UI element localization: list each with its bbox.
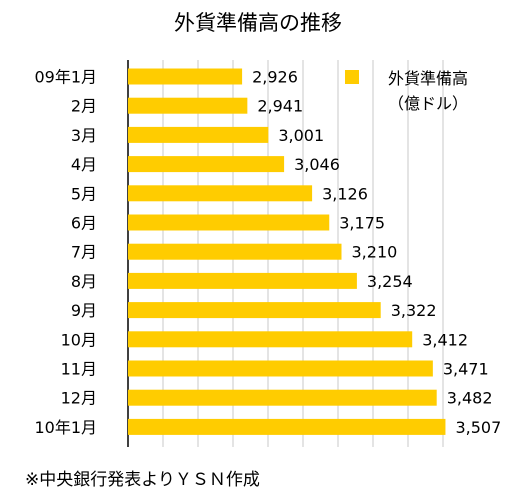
bar	[128, 272, 357, 289]
footnote: ※中央銀行発表よりＹＳＮ作成	[25, 470, 260, 490]
value-label: 3,046	[294, 155, 340, 174]
bar	[128, 97, 248, 114]
legend-unit: （億ドル）	[388, 94, 468, 113]
category-label: 10年1月	[34, 418, 97, 437]
bar	[128, 302, 381, 319]
category-labels: 09年1月 2月 3月 4月 5月 6月 7月 8月 9月 10月 11月 12月 10年1月	[34, 68, 97, 437]
category-label: 3月	[71, 126, 97, 145]
value-label: 3,322	[391, 301, 437, 320]
legend-swatch	[345, 70, 359, 84]
category-label: 5月	[71, 184, 97, 203]
value-label: 3,210	[352, 243, 398, 262]
bar	[128, 185, 313, 202]
bar	[128, 68, 243, 85]
legend-label: 外貨準備高	[388, 69, 468, 88]
value-label: 2,926	[252, 68, 298, 87]
legend: 外貨準備高 （億ドル）	[345, 69, 468, 113]
category-label: 9月	[71, 301, 97, 320]
category-label: 10月	[61, 330, 97, 349]
category-label: 09年1月	[34, 68, 97, 87]
value-label: 3,507	[455, 418, 501, 437]
category-label: 6月	[71, 214, 97, 233]
value-labels: 2,926 2,941 3,001 3,046 3,126 3,175 3,210 3,254…	[252, 68, 501, 437]
category-label: 8月	[71, 272, 97, 291]
bar	[128, 360, 433, 377]
value-label: 3,175	[339, 214, 385, 233]
value-label: 3,412	[422, 330, 468, 349]
value-label: 2,941	[257, 97, 303, 116]
bar	[128, 418, 446, 435]
value-label: 3,482	[447, 389, 493, 408]
value-label: 3,471	[443, 360, 489, 379]
bar	[128, 389, 437, 406]
category-label: 7月	[71, 243, 97, 262]
bar	[128, 331, 413, 348]
category-label: 4月	[71, 155, 97, 174]
chart-title: 外貨準備高の推移	[174, 11, 342, 35]
value-label: 3,254	[367, 272, 413, 291]
bar	[128, 156, 285, 173]
value-label: 3,126	[322, 184, 368, 203]
category-label: 12月	[61, 389, 97, 408]
category-label: 11月	[61, 360, 97, 379]
bars	[128, 68, 446, 435]
bar	[128, 243, 342, 260]
bar	[128, 214, 330, 231]
bar	[128, 126, 269, 143]
value-label: 3,001	[278, 126, 324, 145]
category-label: 2月	[71, 97, 97, 116]
